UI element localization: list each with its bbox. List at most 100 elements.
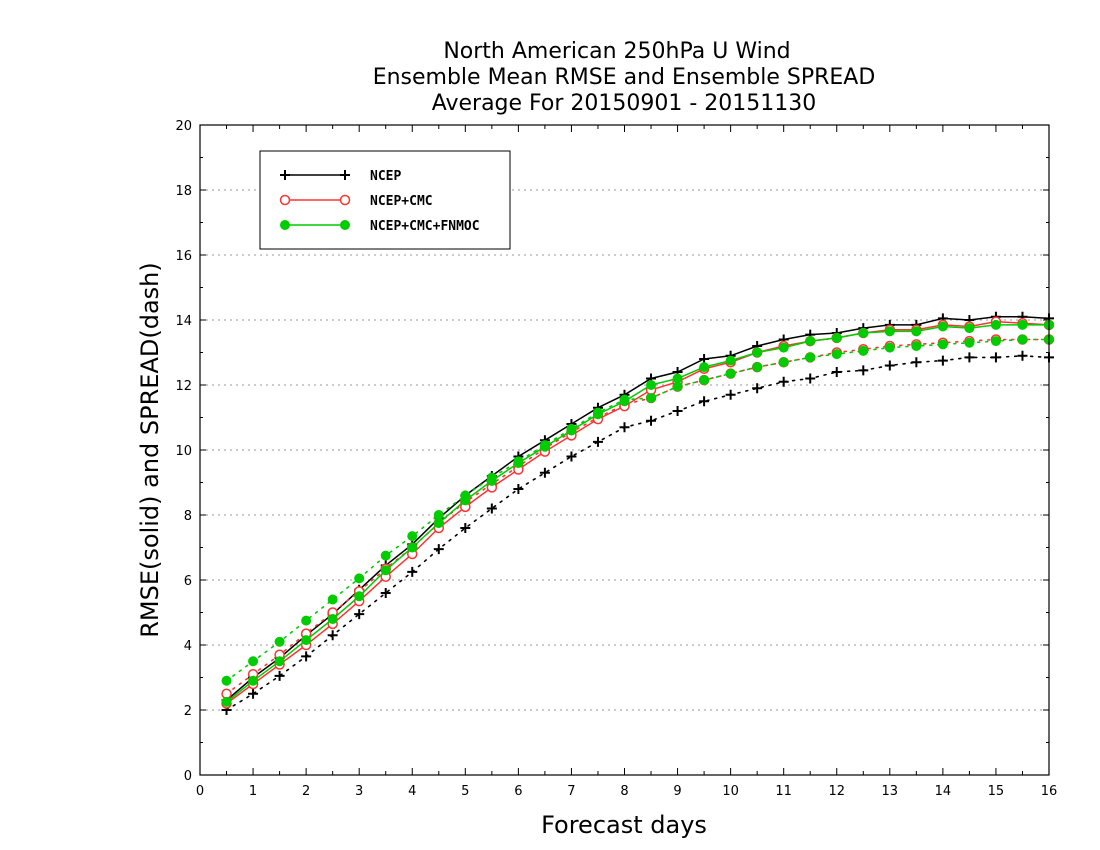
data-point [301,635,312,646]
data-point [339,194,351,206]
data-point [937,321,948,332]
plot-frame [199,124,1050,776]
data-point [539,467,550,478]
data-point [619,396,630,407]
data-point [672,373,683,384]
data-point [937,355,948,366]
x-tick-label: 7 [567,784,575,799]
data-point [990,352,1001,363]
data-point [354,591,365,602]
data-point [248,688,259,699]
x-axis-label: Forecast days [541,811,707,839]
legend-entry-ncep: NCEP [280,169,401,184]
title-line-2: Ensemble Mean RMSE and Ensemble SPREAD [373,65,876,90]
data-point [539,441,550,452]
x-tick-label: 14 [935,784,952,799]
data-point [805,373,816,384]
data-point [778,342,789,353]
data-point [699,375,710,386]
data-point [778,357,789,368]
data-point [433,544,444,555]
data-point [884,360,895,371]
legend-label: NCEP+CMC+FNMOC [370,219,480,234]
data-point [911,326,922,337]
y-tick-label: 4 [184,639,192,654]
x-tick-label: 11 [775,784,792,799]
data-point [274,656,285,667]
data-point [646,393,657,403]
data-point [1017,319,1028,330]
data-point [592,409,603,420]
y-tick-label: 16 [175,249,192,264]
x-tick-label: 1 [249,784,257,799]
data-point [248,675,259,686]
data-point [380,550,391,561]
data-point [964,323,975,334]
data-point [460,523,471,533]
data-point [725,355,736,366]
data-point [380,588,391,598]
data-point [513,458,524,468]
data-point [964,337,975,348]
data-point [699,362,710,373]
y-tick-label: 2 [184,704,192,719]
data-point [407,566,418,577]
data-point [725,368,736,379]
data-point [699,396,710,407]
data-point [937,339,948,350]
x-tick-label: 5 [461,784,469,799]
data-point [221,696,232,707]
data-point [301,651,312,662]
x-tick-label: 4 [408,784,416,799]
data-point [460,495,471,506]
y-tick-label: 14 [175,314,192,329]
data-point [1017,350,1028,361]
data-point [280,220,290,230]
x-tick-label: 16 [1041,784,1058,799]
y-tick-label: 20 [175,119,192,134]
data-point [566,425,577,436]
y-axis-label: RMSE(solid) and SPREAD(dash) [136,262,164,638]
data-point [380,565,391,576]
data-point [831,349,842,360]
x-tick-label: 3 [355,784,363,799]
y-tick-label: 12 [175,379,192,394]
data-point [911,341,922,351]
plot-series [221,311,1055,715]
data-point [911,357,922,368]
series-ncep-cmc-fnmoc [221,319,1054,707]
legend-entry-ncep-cmc-fnmoc: NCEP+CMC+FNMOC [280,219,480,234]
data-point [778,376,789,387]
data-point [990,319,1001,330]
data-point [327,614,338,624]
data-point [646,380,657,390]
data-point [301,615,312,626]
data-point [248,656,259,667]
data-point [831,367,842,377]
data-point [858,365,869,376]
data-point [1017,334,1028,345]
data-point [433,518,444,529]
data-point [407,542,418,553]
legend-label: NCEP [370,169,401,184]
y-tick-label: 6 [184,574,192,589]
data-point [752,362,763,373]
data-point [327,594,338,605]
data-point [990,336,1001,347]
x-tick-label: 2 [302,784,310,799]
data-point [354,609,365,620]
x-tick-label: 12 [828,784,845,799]
title-line-1: North American 250hPa U Wind [443,39,790,64]
x-tick-label: 6 [514,784,522,799]
data-point [340,170,350,180]
data-point [831,332,842,343]
data-point [672,406,683,416]
x-tick-label: 13 [882,784,899,799]
data-point [340,220,350,230]
data-point [858,345,869,356]
data-point [619,422,630,433]
data-point [646,415,657,426]
x-tick-label: 10 [722,784,739,799]
